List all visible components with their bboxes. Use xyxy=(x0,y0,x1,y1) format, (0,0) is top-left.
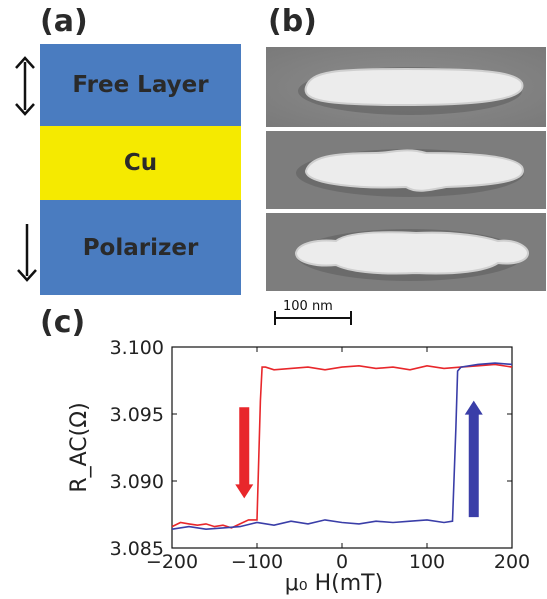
x-tick-label: 0 xyxy=(336,551,348,573)
panel-c-label: (c) xyxy=(40,305,86,340)
scale-bar-label: 100 nm xyxy=(283,299,333,314)
annotation-arrow-2 xyxy=(464,400,483,518)
sem-image-2 xyxy=(266,131,546,209)
x-tick-label: −200 xyxy=(146,551,198,573)
y-tick-label: 3.090 xyxy=(110,471,164,493)
x-axis-label: μ₀ H(mT) xyxy=(285,571,383,596)
down-arrow-icon xyxy=(17,224,37,282)
plot-frame xyxy=(171,346,513,549)
panel-b-label: (b) xyxy=(268,4,317,39)
x-tick-label: −100 xyxy=(231,551,283,573)
series-line-1 xyxy=(171,363,513,529)
y-tick-label: 3.095 xyxy=(110,404,164,426)
free-layer-label: Free Layer xyxy=(72,72,209,98)
polarizer-layer-label: Polarizer xyxy=(82,234,199,261)
sem-image-3 xyxy=(266,213,546,291)
double-arrow-icon xyxy=(15,56,35,116)
annotation-arrow-1 xyxy=(235,407,254,499)
cu-layer-label: Cu xyxy=(123,150,158,176)
series-line-2 xyxy=(171,362,513,531)
x-tick-label: 100 xyxy=(409,551,445,573)
sem-image-1 xyxy=(266,47,546,127)
free-layer: Free Layer xyxy=(40,44,241,126)
panel-a-label: (a) xyxy=(40,4,88,39)
hysteresis-chart: −200 −100 0 100 200 3.085 3.090 3.095 3.100 μ₀ H… xyxy=(67,337,530,596)
x-tick-label: 200 xyxy=(494,551,530,573)
cu-spacer-layer: Cu xyxy=(40,126,241,200)
scale-bar xyxy=(274,311,352,325)
polarizer-layer: Polarizer xyxy=(40,200,241,295)
y-axis-label: R_AC(Ω) xyxy=(67,402,92,492)
y-tick-label: 3.085 xyxy=(110,538,164,560)
y-tick-label: 3.100 xyxy=(110,337,164,359)
